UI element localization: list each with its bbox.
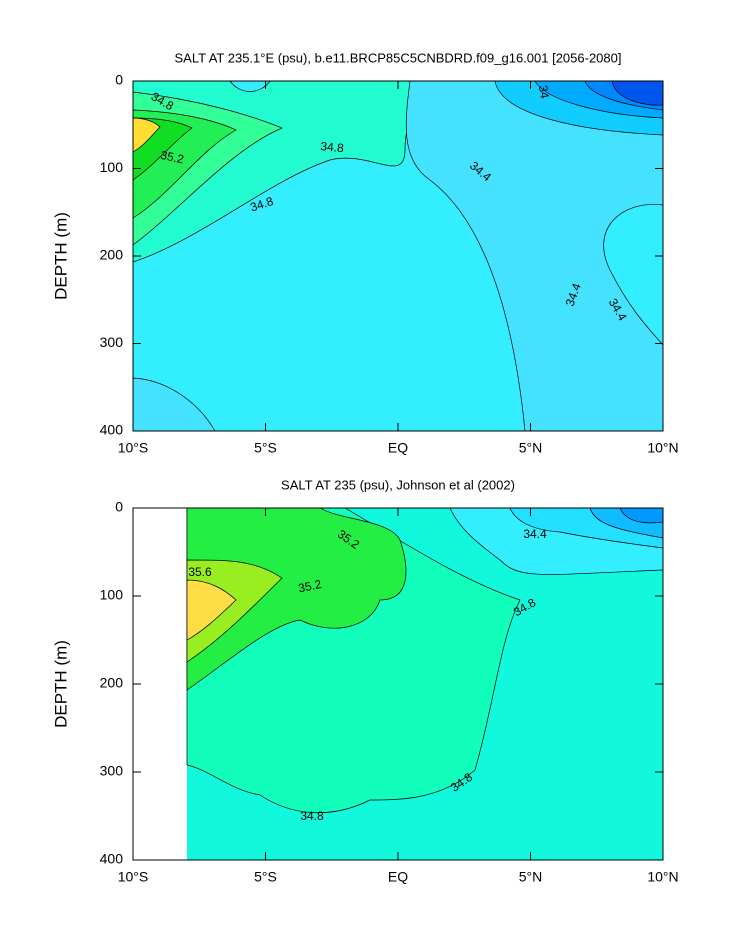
- y-tick-label: 0: [115, 72, 123, 88]
- y-tick-label: 200: [100, 675, 124, 691]
- y-tick-label: 100: [100, 159, 124, 175]
- x-tick-label: 5°S: [254, 869, 277, 885]
- x-tick-label: EQ: [388, 869, 408, 885]
- y-tick-label: 200: [100, 247, 124, 263]
- x-tick-label: 10°N: [647, 869, 678, 885]
- x-tick-label: 10°S: [118, 869, 149, 885]
- contour-label: 35.2: [297, 577, 323, 596]
- y-tick-label: 400: [100, 422, 124, 438]
- x-tick-label: 5°N: [519, 869, 543, 885]
- contour-label: 34.8: [320, 139, 345, 155]
- contour-label: 34.8: [300, 809, 324, 823]
- contour-label: 34.8: [248, 194, 275, 215]
- fill: [405, 80, 664, 432]
- y-axis-label: DEPTH (m): [51, 640, 70, 728]
- y-tick-label: 400: [100, 851, 124, 867]
- panel-1-fills: [132, 80, 664, 432]
- x-tick-label: 10°S: [118, 440, 149, 456]
- contour-label: 35.2: [159, 148, 185, 167]
- x-tick-label: 10°N: [647, 440, 678, 456]
- chart-title: SALT AT 235 (psu), Johnson et al (2002): [281, 477, 515, 492]
- y-tick-label: 300: [100, 334, 124, 350]
- x-tick-label: EQ: [388, 440, 408, 456]
- y-tick-label: 100: [100, 587, 124, 603]
- x-tick-label: 5°S: [254, 440, 277, 456]
- panel-2-fills: [186, 507, 664, 860]
- chart-title: SALT AT 235.1°E (psu), b.e11.BRCP85C5CNB…: [175, 50, 622, 65]
- contour-label: 34.4: [523, 527, 547, 541]
- contour-label: 35.6: [188, 565, 212, 579]
- fill: [186, 507, 407, 691]
- fill: [132, 117, 161, 153]
- y-axis-label: DEPTH (m): [51, 212, 70, 300]
- fill: [603, 204, 664, 346]
- y-tick-label: 0: [115, 499, 123, 515]
- fill: [186, 579, 237, 641]
- contour-label: 34: [536, 84, 552, 100]
- x-tick-label: 5°N: [519, 440, 543, 456]
- y-tick-label: 300: [100, 763, 124, 779]
